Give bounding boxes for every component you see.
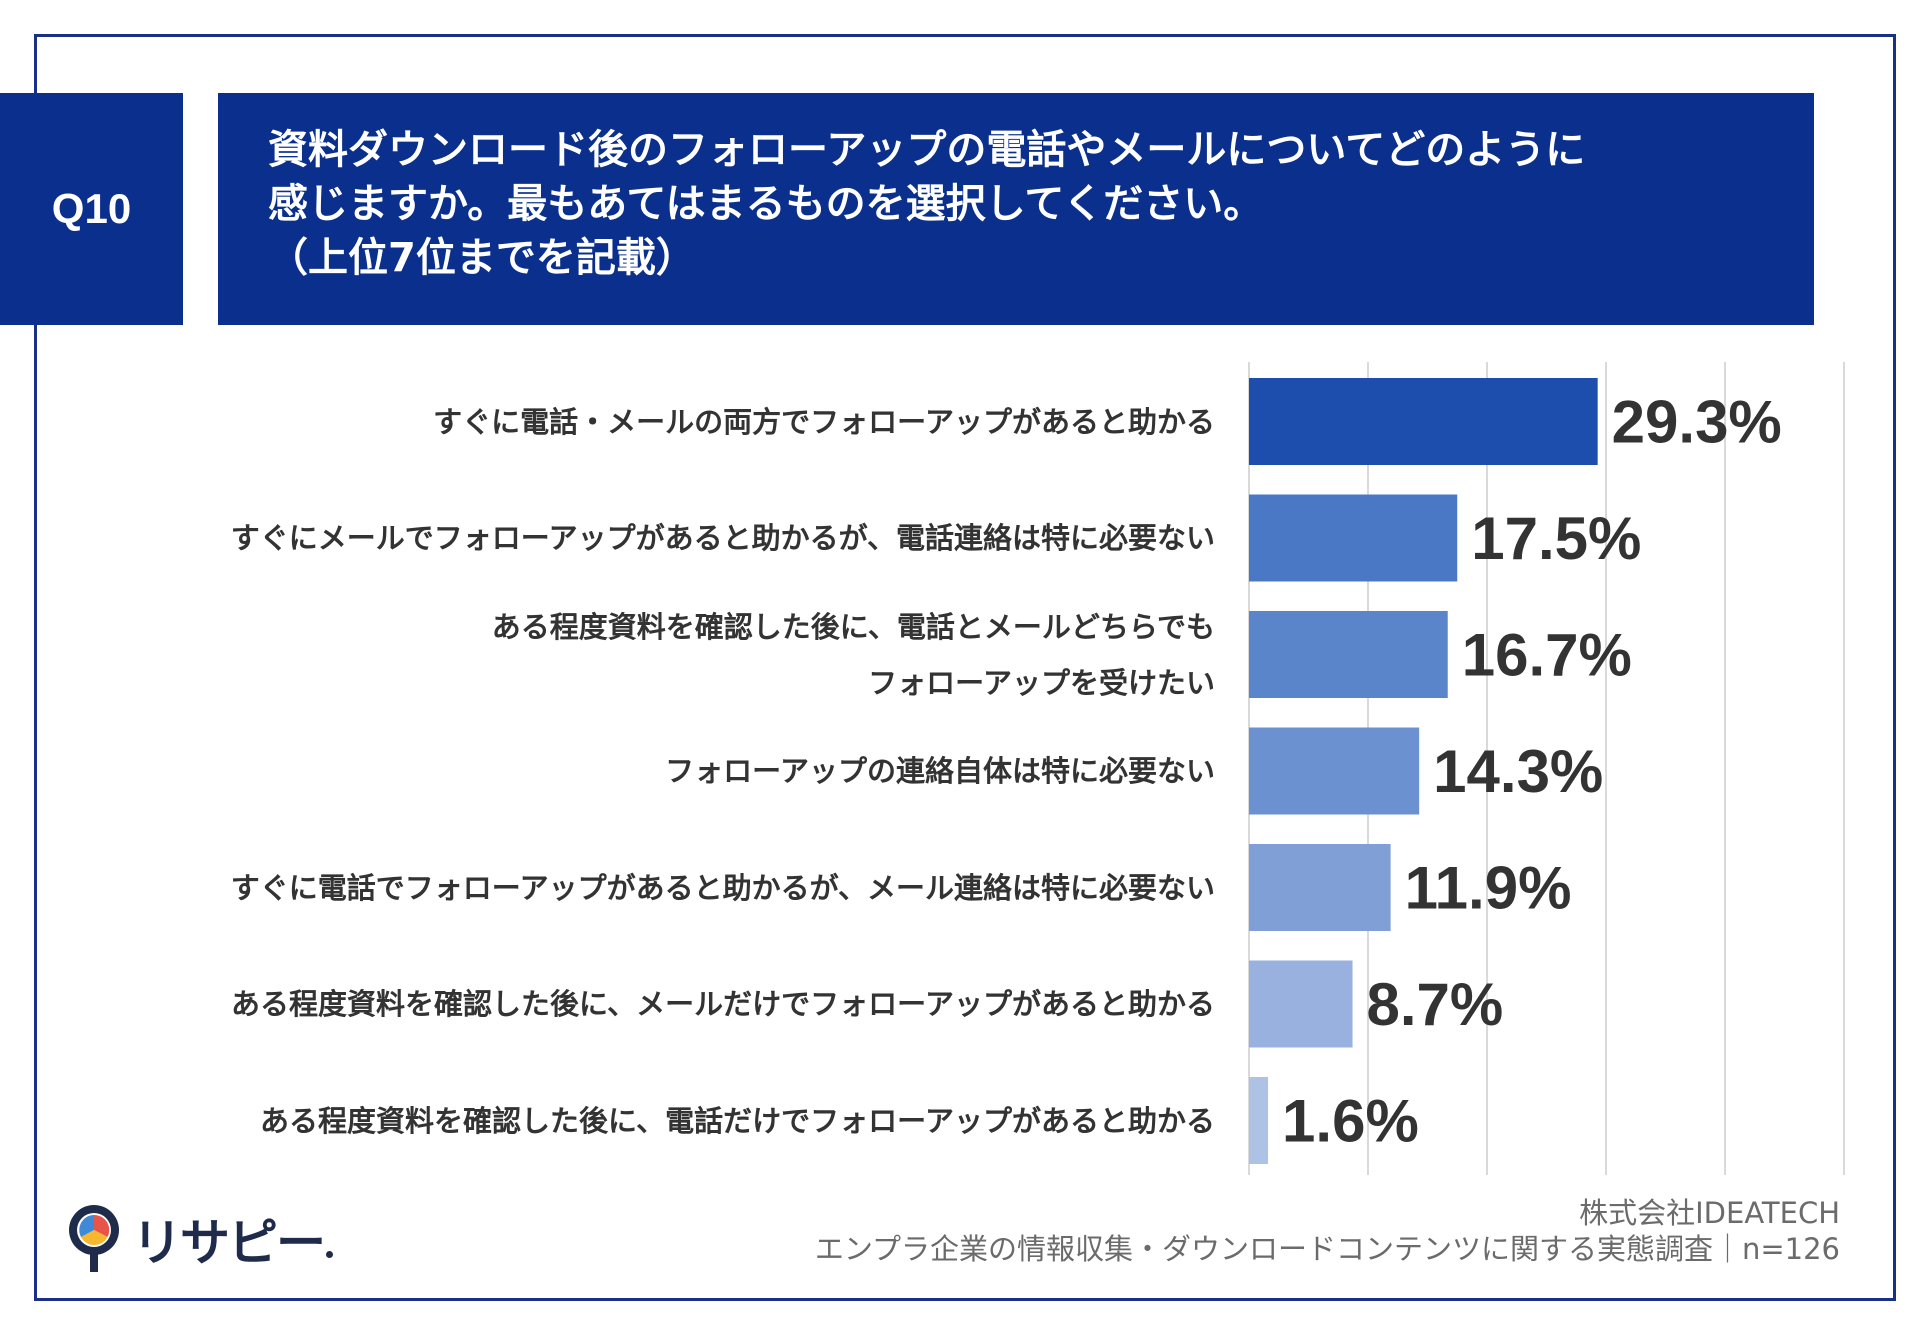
category-label-4: フォローアップの連絡自体は特に必要ない xyxy=(65,743,1215,799)
footer-source: エンプラ企業の情報収集・ダウンロードコンテンツに関する実態調査｜n=126 xyxy=(814,1232,1840,1266)
category-label-7: ある程度資料を確認した後に、電話だけでフォローアップがあると助かる xyxy=(65,1093,1215,1149)
bar-7 xyxy=(1249,1077,1269,1164)
value-label-6: 8.7% xyxy=(1367,971,1504,1038)
category-label-line: ある程度資料を確認した後に、メールだけでフォローアップがあると助かる xyxy=(231,987,1215,1021)
bar-2 xyxy=(1249,494,1458,582)
category-label-line: すぐに電話・メールの両方でフォローアップがあると助かる xyxy=(433,404,1215,439)
category-label-line: ある程度資料を確認した後に、電話だけでフォローアップがあると助かる xyxy=(260,1103,1215,1138)
category-label-2: すぐにメールでフォローアップがあると助かるが、電話連絡は特に必要ない xyxy=(65,510,1215,566)
bar-4 xyxy=(1249,727,1420,815)
question-title: 資料ダウンロード後のフォローアップの電話やメールについてどのように 感じますか。… xyxy=(218,93,1814,325)
outer-frame xyxy=(34,34,1896,1301)
bar-6 xyxy=(1249,960,1353,1048)
category-label-line: ある程度資料を確認した後に、電話とメールどちらでも xyxy=(491,609,1215,644)
category-label-5: すぐに電話でフォローアップがあると助かるが、メール連絡は特に必要ない xyxy=(65,860,1215,916)
brand-logo: リサピー xyxy=(66,1203,333,1275)
value-label-5: 11.9% xyxy=(1405,855,1572,922)
category-label-6: ある程度資料を確認した後に、メールだけでフォローアップがあると助かる xyxy=(65,976,1215,1032)
value-label-3: 16.7% xyxy=(1462,622,1632,689)
footer-company: 株式会社IDEATECH xyxy=(1579,1196,1840,1230)
footer: 株式会社IDEATECH エンプラ企業の情報収集・ダウンロードコンテンツに関する… xyxy=(815,1195,1840,1267)
bar-5 xyxy=(1249,844,1391,931)
pin-icon xyxy=(69,1205,119,1272)
question-title-line-1: 資料ダウンロード後のフォローアップの電話やメールについてどのように xyxy=(268,127,1586,173)
value-label-1: 29.3% xyxy=(1612,389,1782,456)
brand-dot xyxy=(326,1250,333,1258)
category-label-line: フォローアップの連絡自体は特に必要ない xyxy=(665,754,1215,788)
brand-name: リサピー xyxy=(132,1214,326,1272)
value-label-4: 14.3% xyxy=(1433,738,1603,805)
category-label-line: フォローアップを受けたい xyxy=(868,665,1215,700)
question-number: Q10 xyxy=(0,93,183,325)
question-title-line-2: 感じますか。最もあてはまるものを選択してください。 xyxy=(268,181,1264,227)
category-label-line: すぐに電話でフォローアップがあると助かるが、メール連絡は特に必要ない xyxy=(230,870,1215,905)
category-label-1: すぐに電話・メールの両方でフォローアップがあると助かる xyxy=(65,394,1215,450)
value-label-2: 17.5% xyxy=(1471,505,1641,572)
question-title-line-3: （上位7位までを記載） xyxy=(268,235,696,281)
category-label-line: すぐにメールでフォローアップがあると助かるが、電話連絡は特に必要ない xyxy=(230,521,1215,555)
bar-3 xyxy=(1249,611,1448,698)
category-label-3: ある程度資料を確認した後に、電話とメールどちらでもフォローアップを受けたい xyxy=(65,599,1215,711)
bar-1 xyxy=(1249,378,1598,465)
value-label-7: 1.6% xyxy=(1282,1088,1419,1155)
